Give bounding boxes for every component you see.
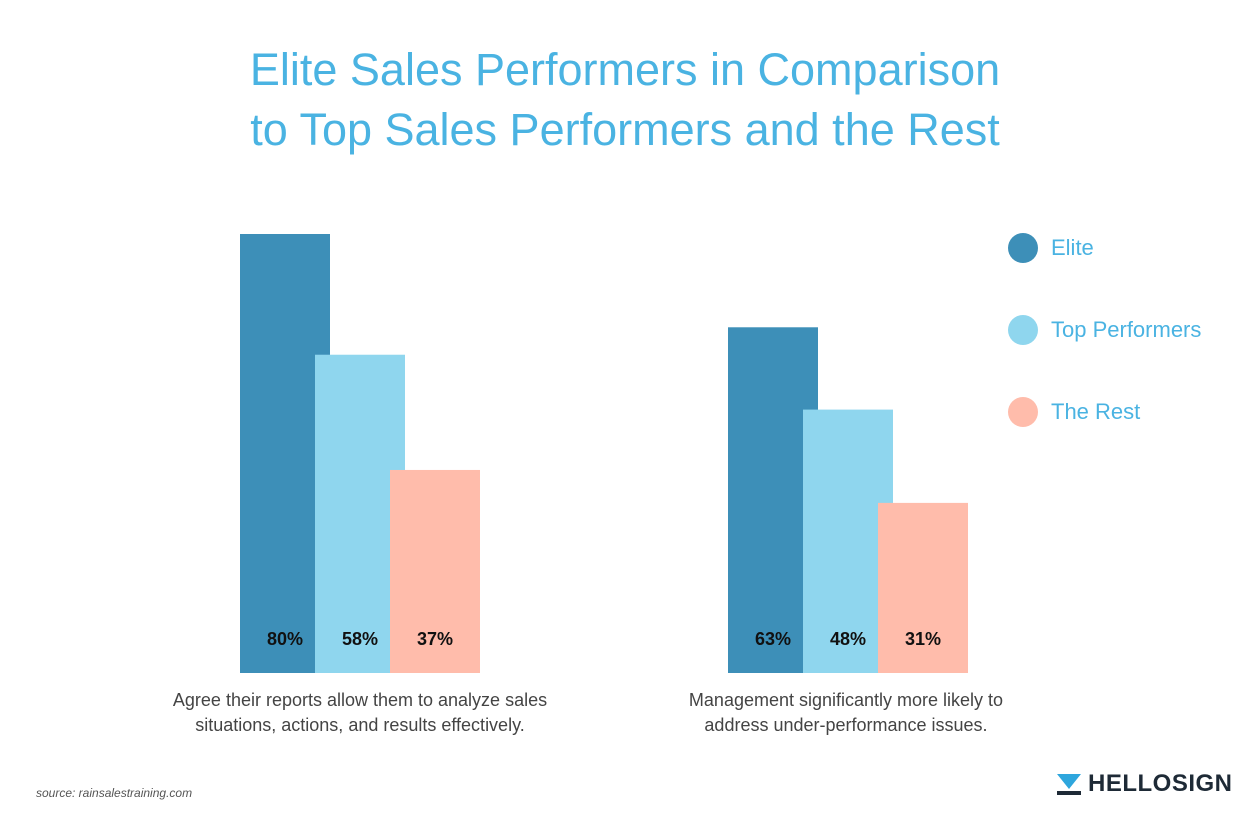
legend-swatch-the-rest — [1008, 397, 1038, 427]
bar-value-the-rest-group-1: 37% — [417, 629, 453, 649]
caption-group-1: Agree their reports allow them to analyz… — [110, 688, 610, 738]
source-note: source: rainsalestraining.com — [36, 786, 193, 800]
brand-name: HELLOSIGN — [1088, 770, 1233, 797]
bar-the-rest-group-2 — [878, 502, 968, 673]
legend-swatch-elite — [1008, 233, 1038, 263]
caption-1-line-1: Agree their reports allow them to analyz… — [172, 690, 548, 710]
legend-item-top-performers: Top Performers — [1008, 310, 1201, 350]
chart-title: Elite Sales Performers in Comparison to … — [0, 40, 1250, 160]
brand-logo: HELLOSIGN — [1056, 770, 1233, 798]
caption-1-line-2: situations, actions, and results effecti… — [195, 715, 525, 735]
legend-swatch-top-performers — [1008, 315, 1038, 345]
bar-value-elite-group-2: 63% — [755, 629, 791, 649]
hellosign-logo-icon — [1057, 774, 1081, 795]
legend: Elite Top Performers The Rest — [1008, 228, 1201, 474]
legend-label-top-performers: Top Performers — [1051, 317, 1202, 342]
legend-item-elite: Elite — [1008, 228, 1201, 268]
bar-value-top-performers-group-2: 48% — [830, 629, 866, 649]
legend-label-elite: Elite — [1051, 235, 1094, 260]
legend-label-the-rest: The Rest — [1051, 399, 1141, 424]
bar-value-the-rest-group-2: 31% — [905, 629, 941, 649]
caption-group-2: Management significantly more likely to … — [596, 688, 1096, 738]
chart-title-line-1: Elite Sales Performers in Comparison — [249, 44, 1001, 95]
legend-item-the-rest: The Rest — [1008, 392, 1201, 432]
caption-2-line-2: address under-performance issues. — [704, 715, 988, 735]
bar-the-rest-group-1 — [390, 469, 480, 673]
bar-value-elite-group-1: 80% — [267, 629, 303, 649]
chart-title-line-2: to Top Sales Performers and the Rest — [250, 104, 1000, 155]
caption-2-line-1: Management significantly more likely to — [688, 690, 1004, 710]
bar-value-top-performers-group-1: 58% — [342, 629, 378, 649]
